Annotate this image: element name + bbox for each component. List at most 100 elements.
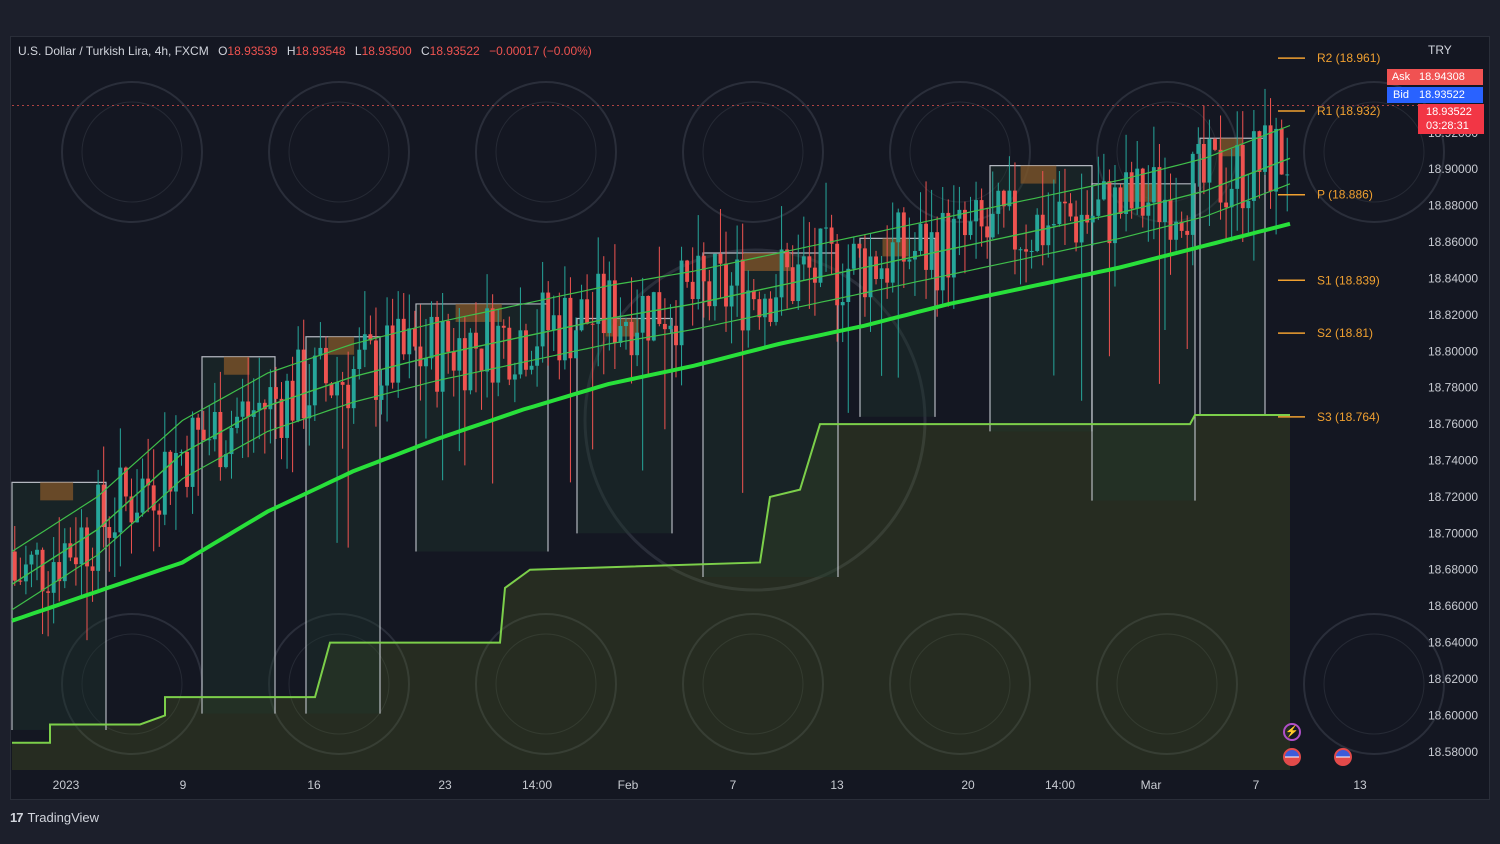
pivot-label: R1 (18.932)	[1317, 104, 1380, 118]
candle-body	[1096, 199, 1101, 216]
candle-body	[440, 320, 445, 392]
candle-body	[1118, 187, 1123, 214]
candle-body	[540, 292, 545, 347]
candle-body	[418, 346, 423, 367]
candle-body	[1101, 181, 1106, 200]
us-flag-icon[interactable]	[1283, 748, 1301, 766]
resistance-block	[223, 356, 250, 375]
us-flag-icon[interactable]	[1334, 748, 1352, 766]
candle-body	[507, 327, 512, 380]
open-label: O	[218, 44, 228, 58]
pivot-label: S1 (18.839)	[1317, 273, 1380, 287]
symbol-title[interactable]: U.S. Dollar / Turkish Lira, 4h, FXCM	[18, 44, 209, 58]
candle-body	[935, 232, 940, 291]
y-tick-label: 18.62000	[1428, 672, 1478, 686]
candle-body	[1013, 190, 1017, 250]
watermark-ring	[889, 81, 1031, 223]
candle-body	[496, 325, 501, 383]
candle-body	[479, 348, 484, 372]
candle-body	[796, 264, 801, 302]
currency-label[interactable]: TRY	[1428, 43, 1452, 57]
candle-body	[296, 349, 301, 421]
candle-body	[446, 320, 451, 352]
y-tick-label: 18.90000	[1428, 162, 1478, 176]
candle-body	[485, 308, 490, 372]
candle-body	[907, 259, 912, 262]
candle-body	[962, 209, 967, 236]
candle-body	[562, 297, 567, 361]
watermark-ring	[81, 633, 183, 735]
y-tick-label: 18.70000	[1428, 526, 1478, 540]
x-tick-label: 16	[307, 778, 321, 792]
candle-body	[279, 398, 284, 438]
close-label: C	[420, 44, 430, 58]
y-tick-label: 18.60000	[1428, 708, 1478, 722]
candle-body	[590, 323, 595, 325]
candle-body	[396, 318, 401, 383]
watermark-ring	[81, 101, 183, 203]
candle-body	[357, 349, 362, 369]
x-tick-label: 9	[180, 778, 187, 792]
candle-body	[1279, 128, 1284, 175]
resistance-block	[1020, 165, 1057, 184]
watermark-ring	[1323, 633, 1425, 735]
candle-body	[474, 332, 478, 349]
candle-body	[46, 591, 51, 593]
candle-body	[68, 543, 73, 558]
candle-body	[18, 580, 23, 582]
watermark-ring	[1303, 613, 1445, 755]
lightning-icon[interactable]: ⚡	[1283, 723, 1301, 741]
candle-body	[173, 452, 178, 492]
candle-body	[62, 543, 67, 582]
candle-body	[1263, 125, 1267, 172]
candle-body	[51, 562, 56, 593]
symbol-legend: U.S. Dollar / Turkish Lira, 4h, FXCM O 18…	[18, 44, 598, 58]
candle-body	[407, 328, 412, 355]
watermark-ring	[268, 613, 410, 755]
pivot-label: R2 (18.961)	[1317, 51, 1380, 65]
candle-body	[346, 384, 351, 409]
close-value: 18.93522	[429, 44, 480, 58]
watermark-ring	[1096, 613, 1238, 755]
bar-countdown: 03:28:31	[1426, 120, 1469, 132]
candle-body	[462, 338, 467, 391]
y-tick-label: 18.86000	[1428, 235, 1478, 249]
candle-body	[1140, 168, 1145, 216]
candle-body	[246, 401, 251, 417]
candle-body	[1179, 221, 1184, 231]
candle-body	[690, 281, 695, 300]
candle-body	[201, 429, 206, 440]
candle-body	[40, 549, 45, 592]
candle-body	[435, 316, 440, 392]
candle-body	[1157, 167, 1162, 223]
candle-body	[1163, 199, 1167, 223]
candle-body	[301, 349, 306, 419]
footer-branding[interactable]: 17 TradingView	[10, 810, 99, 825]
candle-body	[601, 273, 606, 334]
candle-body	[268, 387, 273, 410]
candle-body	[318, 347, 323, 356]
candle-body	[851, 243, 856, 269]
candle-body	[1046, 225, 1051, 246]
candle-body	[1001, 190, 1006, 207]
candle-body	[1051, 224, 1056, 226]
candle-body	[596, 273, 601, 324]
y-tick-label: 18.66000	[1428, 599, 1478, 613]
candle-body	[879, 268, 884, 280]
y-tick-label: 18.82000	[1428, 308, 1478, 322]
candle-body	[112, 532, 117, 538]
candle-body	[807, 256, 812, 268]
candle-body	[468, 332, 473, 391]
candle-body	[946, 212, 951, 278]
candle-body	[329, 383, 334, 396]
candle-body	[196, 417, 201, 430]
y-tick-label: 18.80000	[1428, 344, 1478, 358]
candle-body	[546, 292, 551, 331]
resistance-block	[328, 336, 355, 355]
candle-body	[940, 212, 945, 291]
candle-body	[979, 200, 984, 227]
candle-body	[768, 298, 773, 322]
y-tick-label: 18.76000	[1428, 417, 1478, 431]
candle-body	[1029, 250, 1034, 252]
